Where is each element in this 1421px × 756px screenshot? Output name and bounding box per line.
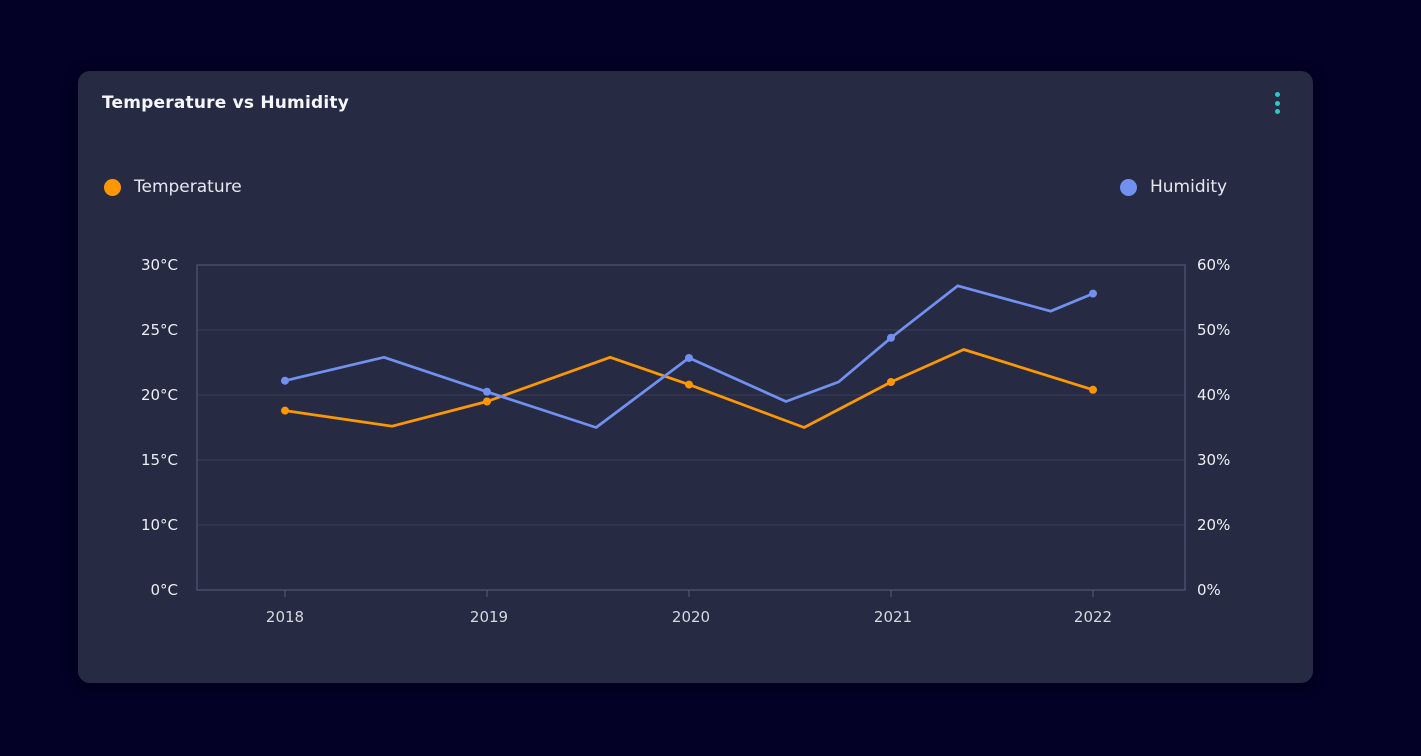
y-axis-right-label: 50% [1197,321,1231,339]
x-axis-label: 2019 [469,608,509,626]
x-axis-label: 2022 [1073,608,1113,626]
plot-border [196,264,1186,591]
y-axis-left-label: 0°C [150,581,178,599]
kebab-menu-button[interactable] [1264,84,1290,122]
y-axis-right-label: 20% [1197,516,1231,534]
y-axis-left-label: 25°C [140,321,178,339]
y-axis-left-label: 20°C [140,386,178,404]
humidity-legend-dot-icon [1120,178,1137,196]
humidity-data-point-marker[interactable] [1089,289,1097,298]
humidity-data-point-marker[interactable] [685,353,693,362]
humidity-data-point-marker[interactable] [483,387,491,396]
legend-label-humidity: Humidity [1150,177,1228,197]
y-axis-right-label: 60% [1197,256,1231,274]
chart-card: Temperature vs Humidity Temperature Humi… [78,71,1313,683]
kebab-dot-icon [1274,100,1280,106]
legend-label-temperature: Temperature [134,177,242,197]
y-axis-right-label: 0% [1197,581,1221,599]
kebab-dot-icon [1274,92,1280,97]
chart-canvas[interactable] [78,71,1313,683]
y-axis-left-label: 10°C [140,516,178,534]
y-axis-right-label: 30% [1197,451,1231,469]
legend-item-temperature[interactable]: Temperature [104,176,242,198]
chart-title: Temperature vs Humidity [102,93,349,113]
x-axis-label: 2021 [873,608,913,626]
humidity-data-point-marker[interactable] [281,376,289,385]
y-axis-left-label: 30°C [140,256,178,274]
kebab-dot-icon [1274,109,1280,114]
y-axis-left-label: 15°C [140,451,178,469]
temperature-data-point-marker[interactable] [281,406,289,415]
legend-item-humidity[interactable]: Humidity [1120,176,1227,198]
temperature-data-point-marker[interactable] [483,397,491,406]
x-axis-label: 2018 [265,608,305,626]
temperature-legend-dot-icon [104,178,121,196]
temperature-data-point-marker[interactable] [887,378,895,386]
y-axis-right-label: 40% [1197,386,1231,404]
temperature-data-point-marker[interactable] [1089,385,1097,394]
humidity-data-point-marker[interactable] [887,333,895,342]
x-axis-label: 2020 [671,608,711,626]
humidity-line[interactable] [283,284,1095,429]
temperature-data-point-marker[interactable] [685,380,693,389]
